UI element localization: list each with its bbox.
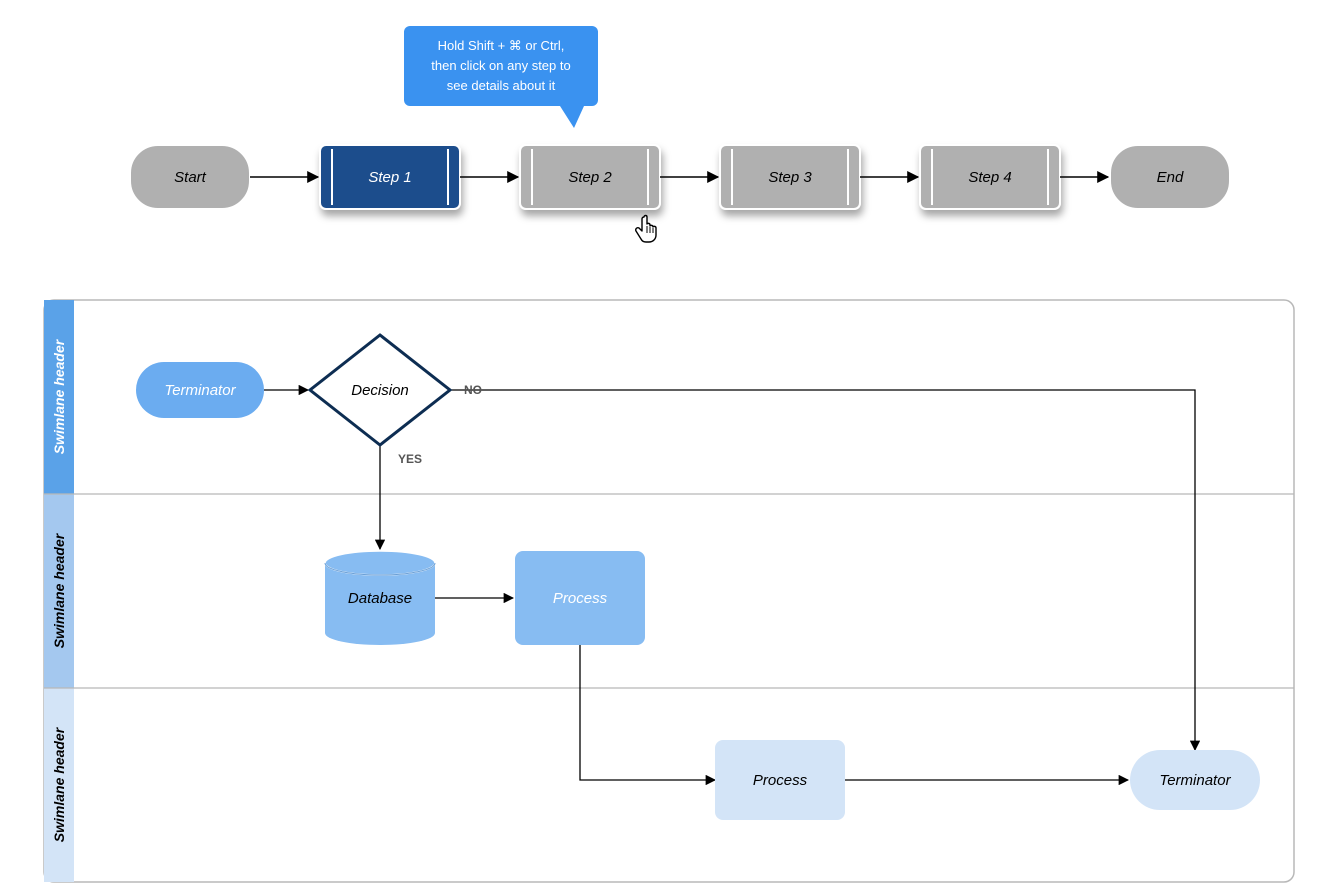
start-label: Start (174, 169, 207, 186)
node-db-label: Database (348, 590, 412, 607)
node-t2-label: Terminator (1159, 772, 1231, 789)
edge-label-yes: YES (398, 452, 422, 466)
svg-text:Hold Shift + ⌘ or Ctrl,: Hold Shift + ⌘ or Ctrl, (438, 38, 565, 53)
node-p2[interactable]: Process (715, 740, 845, 820)
edge-p1-p2 (580, 645, 715, 780)
node-p1[interactable]: Process (515, 551, 645, 645)
node-t1[interactable]: Terminator (136, 362, 264, 418)
step4-node[interactable]: Step 4 (920, 145, 1060, 209)
swimlane-header-label-0: Swimlane header (51, 338, 67, 454)
edge-label-no: NO (464, 383, 482, 397)
swimlane-header-label-2: Swimlane header (51, 726, 67, 842)
pointer-cursor-icon (636, 216, 656, 243)
node-db[interactable]: Database (325, 551, 435, 645)
step3-label: Step 3 (768, 169, 812, 186)
step2-node[interactable]: Step 2 (520, 145, 660, 209)
end-label: End (1157, 169, 1184, 186)
node-t1-label: Terminator (164, 382, 236, 399)
node-p1-label: Process (553, 590, 608, 607)
swimlane-header-label-1: Swimlane header (51, 532, 67, 648)
hint-tooltip: Hold Shift + ⌘ or Ctrl, then click on any… (404, 26, 598, 128)
step4-label: Step 4 (968, 169, 1011, 186)
step1-label: Step 1 (368, 169, 411, 186)
node-dec[interactable]: Decision (310, 335, 450, 445)
svg-text:see details about it: see details about it (447, 78, 556, 93)
node-dec-label: Decision (351, 382, 409, 399)
step3-node[interactable]: Step 3 (720, 145, 860, 209)
step2-label: Step 2 (568, 169, 612, 186)
step1-node[interactable]: Step 1 (320, 145, 460, 209)
svg-text:then click on any step to: then click on any step to (431, 58, 570, 73)
diagram-canvas: Start Step 1 Step 2 Step 3 Step 4 End Hold Sh… (0, 0, 1333, 895)
node-t2[interactable]: Terminator (1130, 750, 1260, 810)
node-p2-label: Process (753, 772, 808, 789)
